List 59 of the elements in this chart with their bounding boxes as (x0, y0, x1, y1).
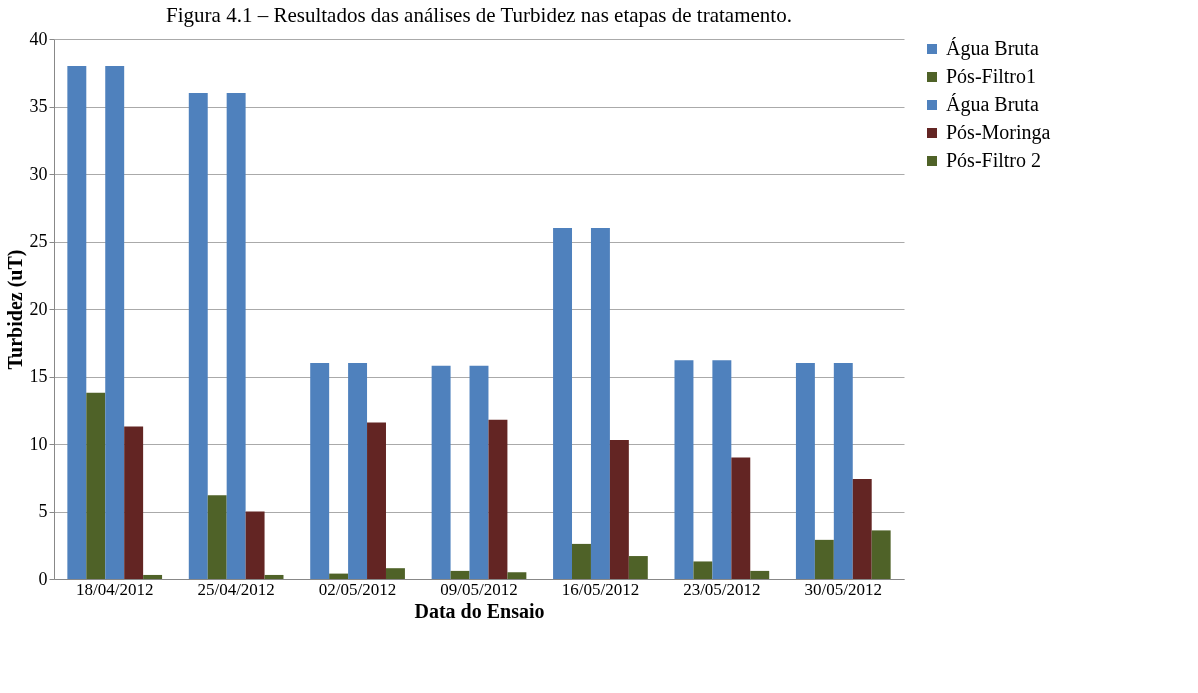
bar (488, 419, 508, 579)
bar (105, 66, 125, 579)
bar (264, 574, 284, 579)
x-tick-label: 16/05/2012 (561, 579, 640, 599)
y-tick-label: 40 (29, 28, 48, 49)
bar (226, 93, 246, 579)
bar (329, 573, 349, 579)
bar (712, 360, 732, 579)
y-tick-label: 25 (29, 231, 48, 251)
x-tick-label: 09/05/2012 (440, 579, 518, 599)
bar (731, 457, 751, 579)
bar (674, 360, 694, 579)
bar (245, 511, 265, 579)
bar (750, 570, 770, 579)
bar (628, 556, 648, 579)
x-tick-label: 25/04/2012 (197, 579, 275, 599)
bar (207, 495, 227, 579)
bar (507, 572, 527, 579)
bar (553, 228, 573, 579)
bar (124, 426, 144, 579)
bar (348, 363, 368, 579)
bar (450, 570, 470, 579)
bar (310, 363, 330, 579)
bar (367, 422, 386, 579)
y-tick-label: 10 (29, 433, 48, 454)
legend-label: Água Bruta (946, 93, 1039, 116)
bar (385, 568, 405, 579)
y-axis-title: Turbidez (uT) (3, 249, 27, 370)
bar (833, 363, 853, 579)
bar (67, 66, 87, 579)
bar (609, 439, 629, 579)
y-tick-label: 5 (38, 501, 48, 521)
x-axis-title: Data do Ensaio (414, 599, 545, 622)
legend-label: Pós-Filtro 2 (946, 149, 1042, 171)
legend-label: Água Bruta (946, 37, 1039, 60)
y-tick-label: 0 (38, 568, 48, 589)
chart-title: Figura 4.1 – Resultados das análises de Turbidez nas etapas de tratamento. (166, 3, 792, 27)
bar (188, 93, 208, 579)
bar (469, 365, 489, 579)
bar (572, 543, 591, 579)
y-tick-label: 30 (29, 163, 48, 184)
x-tick-label: 30/05/2012 (804, 579, 883, 599)
bar (814, 539, 834, 579)
bar (871, 530, 891, 579)
x-tick-label: 02/05/2012 (318, 579, 397, 599)
y-tick-label: 35 (29, 96, 48, 116)
x-tick-label: 18/04/2012 (75, 579, 154, 599)
bar (431, 365, 451, 579)
bar (590, 228, 610, 579)
bar (86, 392, 106, 579)
legend-label: Pós-Moringa (946, 121, 1051, 144)
bar (795, 363, 815, 579)
y-tick-label: 15 (29, 366, 48, 386)
legend-label: Pós-Filtro1 (946, 65, 1037, 87)
bar (852, 479, 872, 579)
bar (143, 574, 163, 579)
x-tick-label: 23/05/2012 (683, 579, 761, 599)
y-tick-label: 20 (29, 298, 48, 319)
bar (693, 561, 713, 579)
